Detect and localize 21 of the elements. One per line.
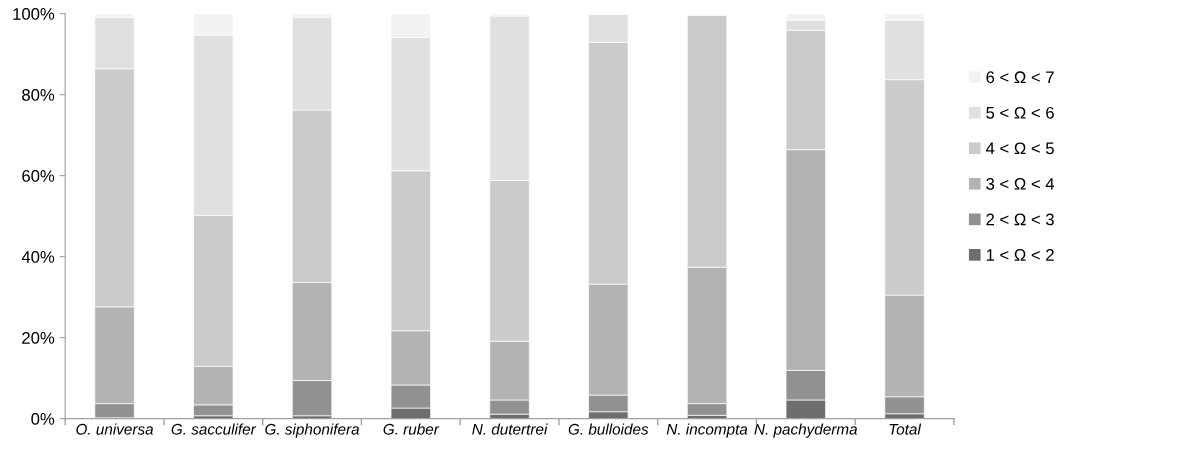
y-tick-label: 80% (22, 89, 55, 101)
x-tick-label: N. pachyderma (754, 423, 858, 438)
legend-label: 6 < Ω < 7 (986, 71, 1054, 84)
x-tick-label: G. ruber (383, 423, 440, 435)
x-tick-label: Total (889, 423, 922, 435)
legend-label: 5 < Ω < 6 (986, 106, 1054, 119)
legend-label: 3 < Ω < 4 (986, 177, 1055, 190)
x-tick-label: N. incompta (666, 423, 748, 438)
legend-label: 2 < Ω < 3 (986, 213, 1054, 226)
y-tick-label: 40% (21, 251, 55, 263)
y-tick-label: 60% (22, 170, 55, 182)
x-tick-label: O. universa (76, 423, 154, 435)
x-tick-label: N. dutertrei (472, 423, 548, 435)
x-tick-label: G. sacculifer (171, 423, 257, 435)
legend-label: 1 < Ω < 2 (986, 249, 1054, 261)
x-tick-label: G. bulloides (568, 423, 649, 435)
y-tick-label: 0% (31, 413, 55, 425)
y-tick-label: 100% (13, 8, 55, 20)
x-tick-label: G. siphonifera (265, 423, 360, 438)
y-tick-label: 20% (22, 332, 55, 344)
legend-label: 4 < Ω < 5 (985, 142, 1054, 155)
